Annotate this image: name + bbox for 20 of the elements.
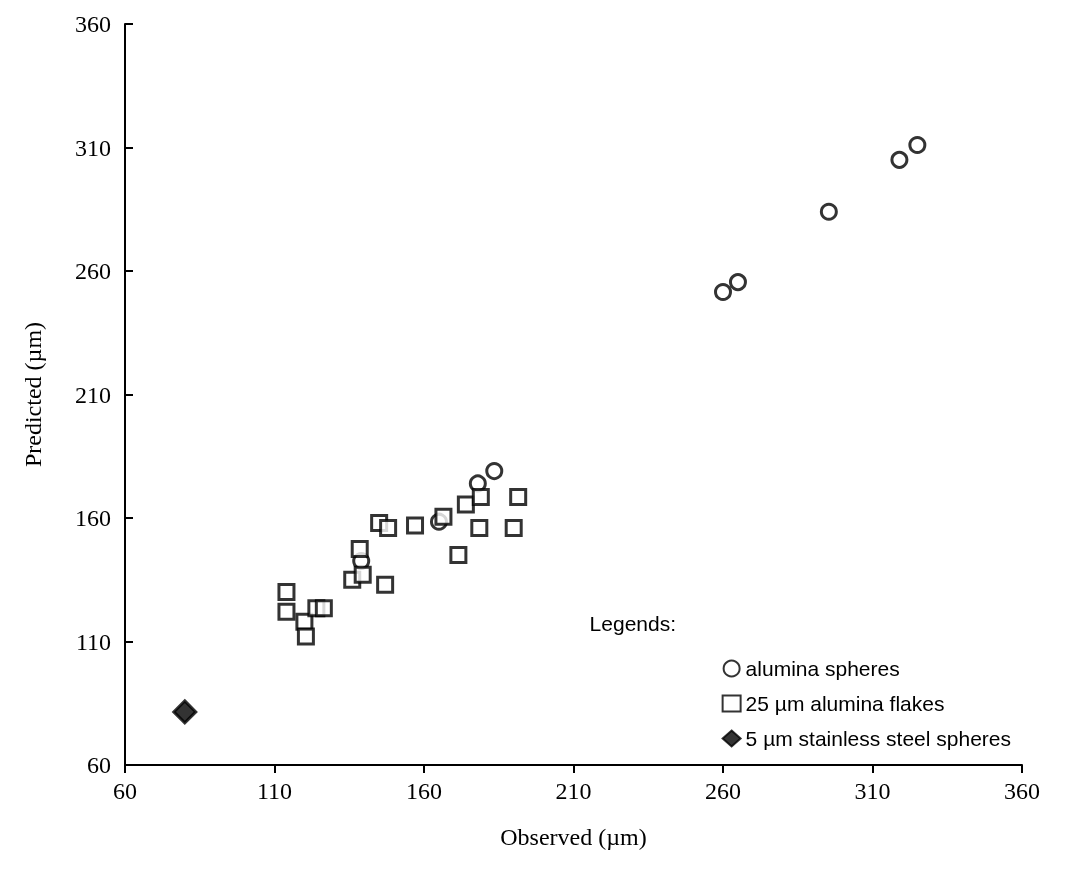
- x-tick-label: 110: [256, 778, 293, 804]
- y-tick-label: 310: [75, 134, 111, 161]
- y-tick-label: 360: [75, 11, 111, 37]
- legend-label: 25 µm alumina flakes: [745, 692, 945, 715]
- y-tick-label: 60: [87, 752, 111, 778]
- x-tick-label: 360: [1004, 778, 1040, 804]
- y-tick-label: 110: [75, 628, 111, 655]
- y-tick-label: 260: [75, 258, 111, 284]
- x-tick-label: 260: [705, 778, 741, 804]
- y-tick-label: 210: [75, 381, 111, 408]
- x-tick-label: 210: [555, 778, 592, 804]
- x-tick-label: 310: [854, 778, 891, 804]
- x-tick-label: 160: [406, 778, 442, 804]
- x-tick-label: 60: [113, 778, 137, 804]
- legend-label: alumina spheres: [745, 657, 900, 680]
- y-tick-label: 160: [75, 505, 111, 531]
- legend-title: Legends:: [589, 612, 677, 635]
- x-axis-title: Observed (µm): [500, 824, 647, 850]
- y-axis-title: Predicted (µm): [20, 321, 46, 468]
- legend-label: 5 µm stainless steel spheres: [745, 727, 1012, 750]
